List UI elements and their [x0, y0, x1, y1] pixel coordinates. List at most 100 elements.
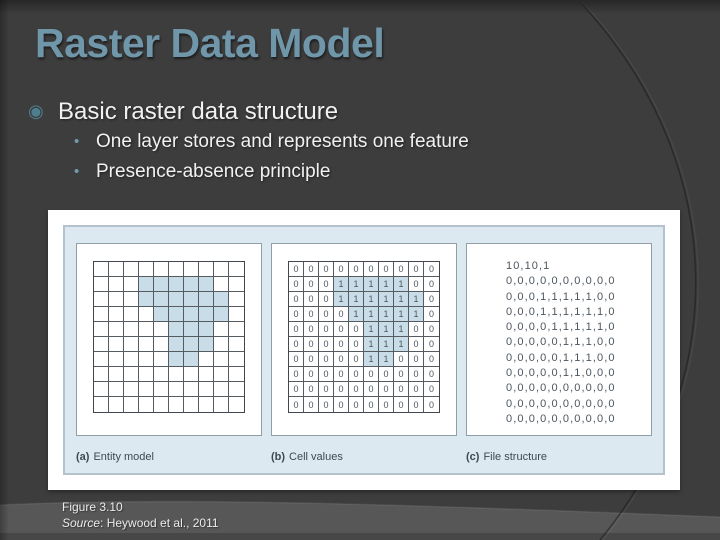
grid-cell: 0 [289, 277, 304, 292]
panel-file-structure: 10,10,1 0,0,0,0,0,0,0,0,0,0 0,0,0,1,1,1,1,… [466, 243, 652, 436]
grid-cell: 0 [319, 292, 334, 307]
grid-cell [94, 382, 109, 397]
grid-cell [214, 352, 229, 367]
panel-entity-model [76, 243, 262, 436]
grid-cell [214, 307, 229, 322]
grid-cell [169, 337, 184, 352]
grid-cell: 0 [304, 397, 319, 412]
grid-cell [109, 337, 124, 352]
grid-cell [154, 397, 169, 412]
grid-cell [199, 352, 214, 367]
grid-cell [124, 262, 139, 277]
bullet-text: One layer stores and represents one feat… [96, 131, 469, 152]
file-line: 0,0,0,0,0,1,1,1,0,0 [506, 336, 616, 349]
grid-cell: 0 [304, 382, 319, 397]
grid-cell [154, 382, 169, 397]
grid-cell: 0 [334, 262, 349, 277]
file-line: 0,0,0,0,0,0,0,0,0,0 [506, 275, 616, 288]
file-line: 0,0,0,0,0,0,0,0,0,0 [506, 397, 616, 410]
grid-cell: 0 [334, 397, 349, 412]
grid-cell [214, 292, 229, 307]
grid-cell [124, 397, 139, 412]
grid-cell: 0 [424, 367, 439, 382]
caption-text: File structure [483, 451, 548, 463]
grid-cell: 0 [409, 397, 424, 412]
grid-cell: 0 [409, 367, 424, 382]
grid-cell [124, 352, 139, 367]
caption-cell-values: (b) Cell values [271, 451, 457, 463]
grid-cell: 0 [409, 352, 424, 367]
grid-cell [124, 322, 139, 337]
caption-entity-model: (a) Entity model [76, 451, 262, 463]
grid-cell: 0 [409, 262, 424, 277]
grid-cell [184, 322, 199, 337]
grid-cell [94, 352, 109, 367]
grid-cell: 0 [394, 397, 409, 412]
grid-cell: 0 [379, 262, 394, 277]
grid-cell [154, 337, 169, 352]
grid-cell [169, 352, 184, 367]
file-line: 0,0,0,0,0,0,0,0,0,0 [506, 412, 616, 425]
grid-cell: 0 [319, 397, 334, 412]
grid-cell [199, 307, 214, 322]
grid-cell: 0 [394, 352, 409, 367]
grid-cell: 0 [364, 262, 379, 277]
grid-cell: 1 [379, 292, 394, 307]
figure-number: Figure 3.10 [62, 500, 123, 514]
bottom-strip [0, 533, 720, 540]
grid-cell: 0 [304, 307, 319, 322]
grid-cell: 1 [349, 277, 364, 292]
file-line: 0,0,0,0,1,1,1,1,1,0 [506, 321, 616, 334]
grid-cell [94, 292, 109, 307]
grid-cell: 0 [289, 262, 304, 277]
grid-cell: 1 [379, 322, 394, 337]
grid-cell: 0 [319, 307, 334, 322]
file-line: 0,0,0,0,0,1,1,1,0,0 [506, 351, 616, 364]
grid-cell: 1 [394, 322, 409, 337]
bullet-item-level2: • One layer stores and represents one fe… [74, 127, 688, 157]
grid-cell: 0 [349, 322, 364, 337]
grid-cell: 0 [334, 322, 349, 337]
grid-cell [109, 292, 124, 307]
grid-cell [229, 322, 244, 337]
grid-cell [109, 322, 124, 337]
grid-cell: 0 [379, 382, 394, 397]
grid-cell [184, 367, 199, 382]
grid-cell: 0 [364, 397, 379, 412]
grid-cell: 1 [364, 292, 379, 307]
grid-cell [139, 307, 154, 322]
grid-cell [139, 352, 154, 367]
grid-cell [154, 292, 169, 307]
grid-cell [94, 307, 109, 322]
grid-cell: 0 [424, 307, 439, 322]
caption-text: Entity model [93, 451, 154, 463]
grid-cell: 0 [304, 367, 319, 382]
grid-cell: 1 [394, 307, 409, 322]
grid-cell [139, 277, 154, 292]
grid-cell [229, 307, 244, 322]
figure-source: Source: Heywood et al., 2011 [62, 515, 219, 530]
bullet-text: Presence-absence principle [96, 161, 331, 182]
grid-cell: 0 [289, 367, 304, 382]
dot-bullet-icon: • [74, 163, 80, 180]
grid-cell: 0 [349, 352, 364, 367]
grid-cell [229, 292, 244, 307]
grid-cell: 0 [349, 367, 364, 382]
slide-title: Raster Data Model [35, 20, 385, 66]
grid-cell: 0 [304, 337, 319, 352]
grid-cell [184, 277, 199, 292]
grid-cell: 0 [319, 262, 334, 277]
caption-label: (a) [76, 451, 90, 463]
grid-cell: 1 [409, 292, 424, 307]
grid-cell [154, 277, 169, 292]
grid-cell [214, 262, 229, 277]
grid-cell: 0 [409, 337, 424, 352]
grid-cell: 0 [394, 262, 409, 277]
grid-cell: 0 [304, 277, 319, 292]
grid-cell: 1 [379, 277, 394, 292]
grid-cell: 1 [334, 277, 349, 292]
grid-cell [94, 262, 109, 277]
grid-cell [154, 367, 169, 382]
grid-cell [139, 292, 154, 307]
